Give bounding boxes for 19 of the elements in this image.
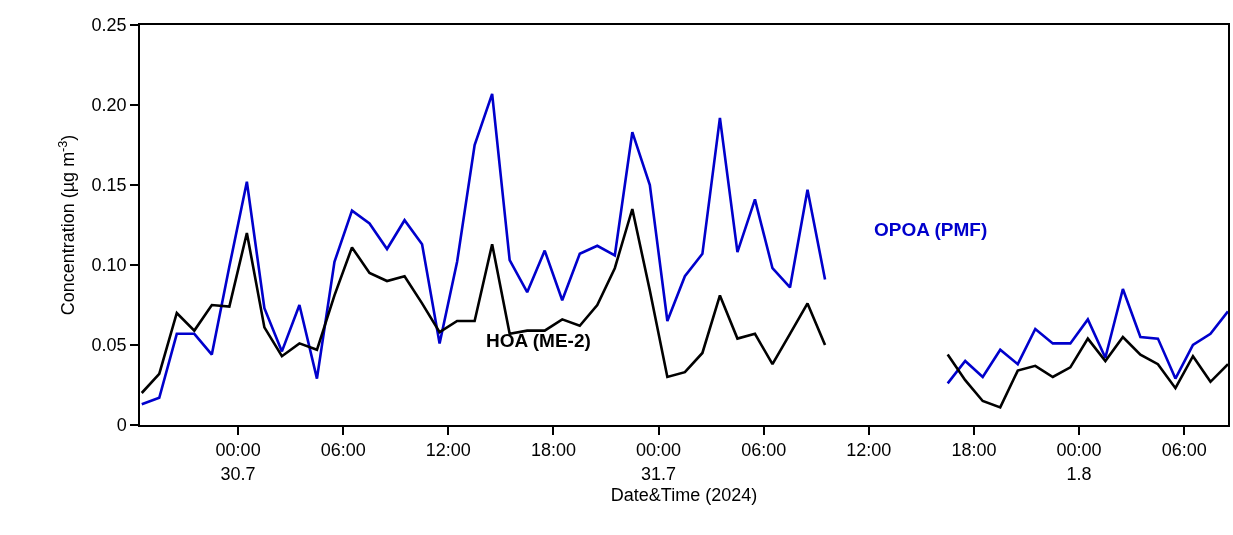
x-tick-label: 18:00 — [951, 440, 997, 461]
y-tick-label: 0.10 — [91, 255, 127, 276]
y-tick-label: 0.25 — [91, 15, 127, 36]
x-axis-title: Date&Time (2024) — [610, 485, 758, 506]
y-tick-label: 0 — [116, 415, 127, 436]
y-tick-label: 0.05 — [91, 335, 127, 356]
x-tick-label: 06:00 — [741, 440, 787, 461]
series-label: HOA (ME-2) — [486, 330, 591, 351]
x-tick-label: 18:00 — [530, 440, 576, 461]
y-tick-label: 0.15 — [91, 175, 127, 196]
x-tick-label: 00:00 31.7 — [636, 440, 682, 484]
y-tick-label: 0.20 — [91, 95, 127, 116]
x-tick-label: 12:00 — [846, 440, 892, 461]
text: OPOA (PMF) — [874, 219, 988, 240]
x-tick-label: 06:00 — [320, 440, 366, 461]
x-tick-label: 00:00 30.7 — [215, 440, 261, 484]
x-tick-label: 00:00 1.8 — [1056, 440, 1102, 484]
x-tick-label: 12:00 — [425, 440, 471, 461]
x-tick-label: 06:00 — [1161, 440, 1207, 461]
